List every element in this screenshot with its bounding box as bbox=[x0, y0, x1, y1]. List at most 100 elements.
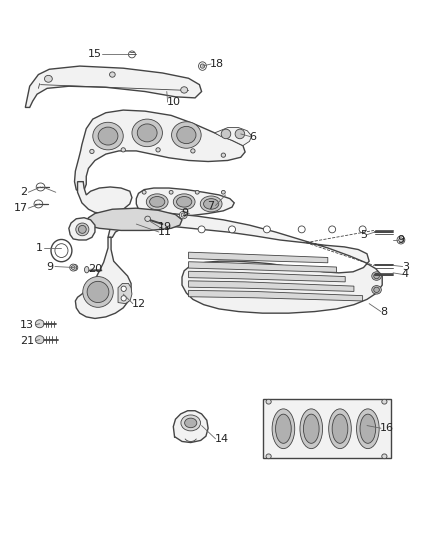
Polygon shape bbox=[136, 188, 234, 216]
Text: 21: 21 bbox=[20, 336, 34, 346]
Text: 14: 14 bbox=[215, 434, 229, 444]
Ellipse shape bbox=[121, 296, 126, 301]
Text: 13: 13 bbox=[20, 320, 34, 330]
Ellipse shape bbox=[328, 409, 351, 449]
Polygon shape bbox=[25, 66, 201, 108]
Text: 8: 8 bbox=[380, 306, 387, 317]
Ellipse shape bbox=[195, 190, 199, 194]
Ellipse shape bbox=[372, 286, 381, 294]
Text: 3: 3 bbox=[402, 262, 409, 271]
Ellipse shape bbox=[263, 226, 270, 233]
Ellipse shape bbox=[128, 51, 135, 58]
Ellipse shape bbox=[34, 200, 43, 208]
Text: 19: 19 bbox=[158, 222, 172, 232]
Ellipse shape bbox=[221, 129, 231, 139]
Text: 7: 7 bbox=[208, 200, 215, 211]
Ellipse shape bbox=[132, 119, 162, 147]
Text: 16: 16 bbox=[380, 423, 394, 433]
Ellipse shape bbox=[185, 418, 197, 427]
Polygon shape bbox=[188, 281, 354, 292]
Ellipse shape bbox=[87, 281, 109, 303]
Ellipse shape bbox=[200, 196, 222, 212]
Ellipse shape bbox=[221, 153, 226, 157]
Polygon shape bbox=[188, 271, 345, 282]
Polygon shape bbox=[188, 290, 363, 301]
Ellipse shape bbox=[229, 226, 236, 233]
Ellipse shape bbox=[332, 414, 348, 443]
Ellipse shape bbox=[121, 286, 126, 292]
Text: 9: 9 bbox=[46, 262, 53, 271]
Polygon shape bbox=[215, 127, 252, 146]
Ellipse shape bbox=[200, 64, 205, 68]
Polygon shape bbox=[78, 182, 132, 214]
Ellipse shape bbox=[300, 409, 322, 449]
Ellipse shape bbox=[71, 266, 75, 269]
Ellipse shape bbox=[304, 414, 319, 443]
Text: 18: 18 bbox=[210, 59, 224, 69]
Ellipse shape bbox=[145, 216, 150, 221]
Ellipse shape bbox=[150, 197, 165, 207]
Ellipse shape bbox=[397, 236, 405, 244]
Ellipse shape bbox=[45, 75, 52, 82]
Ellipse shape bbox=[146, 194, 168, 210]
Ellipse shape bbox=[121, 148, 125, 152]
Polygon shape bbox=[69, 217, 95, 240]
Ellipse shape bbox=[73, 266, 76, 269]
Ellipse shape bbox=[382, 399, 387, 404]
Ellipse shape bbox=[181, 415, 201, 431]
Text: 1: 1 bbox=[36, 243, 43, 253]
Ellipse shape bbox=[177, 126, 196, 143]
Ellipse shape bbox=[71, 264, 78, 271]
Polygon shape bbox=[108, 214, 382, 313]
Ellipse shape bbox=[35, 336, 44, 344]
Ellipse shape bbox=[328, 226, 336, 233]
Ellipse shape bbox=[76, 223, 89, 236]
Polygon shape bbox=[74, 110, 245, 192]
Polygon shape bbox=[262, 399, 391, 458]
Ellipse shape bbox=[357, 409, 379, 449]
Ellipse shape bbox=[70, 264, 77, 271]
Polygon shape bbox=[75, 237, 131, 318]
Ellipse shape bbox=[204, 199, 219, 209]
Ellipse shape bbox=[272, 409, 295, 449]
Text: 5: 5 bbox=[360, 230, 367, 240]
Ellipse shape bbox=[169, 190, 173, 194]
Ellipse shape bbox=[90, 149, 94, 154]
Ellipse shape bbox=[221, 190, 225, 194]
Ellipse shape bbox=[198, 226, 205, 233]
Text: 2: 2 bbox=[21, 187, 28, 197]
Ellipse shape bbox=[382, 454, 387, 459]
Ellipse shape bbox=[93, 122, 123, 150]
Ellipse shape bbox=[78, 225, 86, 233]
Ellipse shape bbox=[399, 238, 403, 242]
Text: 4: 4 bbox=[402, 270, 409, 279]
Ellipse shape bbox=[180, 212, 187, 219]
Ellipse shape bbox=[177, 197, 192, 207]
Ellipse shape bbox=[181, 87, 187, 93]
Ellipse shape bbox=[359, 226, 366, 233]
Ellipse shape bbox=[172, 122, 201, 148]
Ellipse shape bbox=[198, 62, 206, 70]
Ellipse shape bbox=[266, 399, 271, 404]
Text: 11: 11 bbox=[158, 227, 172, 237]
Ellipse shape bbox=[276, 414, 291, 443]
Ellipse shape bbox=[374, 273, 379, 279]
Polygon shape bbox=[118, 284, 132, 304]
Ellipse shape bbox=[35, 320, 44, 328]
Ellipse shape bbox=[36, 183, 45, 191]
Text: 12: 12 bbox=[132, 298, 146, 309]
Polygon shape bbox=[173, 411, 208, 442]
Ellipse shape bbox=[110, 72, 115, 77]
Text: 9: 9 bbox=[397, 235, 405, 245]
Ellipse shape bbox=[137, 124, 157, 142]
Polygon shape bbox=[188, 262, 336, 272]
Ellipse shape bbox=[235, 129, 245, 139]
Ellipse shape bbox=[360, 414, 376, 443]
Ellipse shape bbox=[98, 127, 118, 145]
Ellipse shape bbox=[142, 190, 146, 194]
Ellipse shape bbox=[298, 226, 305, 233]
Text: 15: 15 bbox=[88, 50, 102, 59]
Text: 20: 20 bbox=[88, 264, 102, 274]
Ellipse shape bbox=[266, 454, 271, 459]
Text: 9: 9 bbox=[181, 208, 188, 219]
